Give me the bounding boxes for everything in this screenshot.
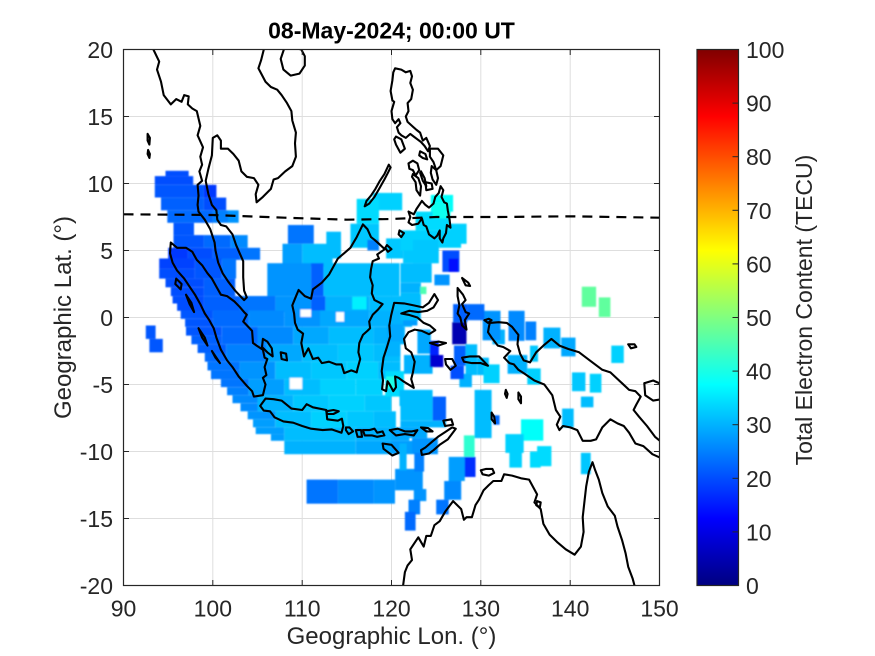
- svg-text:0: 0: [746, 573, 759, 599]
- svg-text:15: 15: [87, 104, 113, 130]
- svg-text:100: 100: [194, 596, 232, 622]
- svg-text:40: 40: [746, 359, 772, 385]
- svg-text:140: 140: [551, 596, 589, 622]
- svg-text:110: 110: [284, 596, 321, 622]
- svg-text:60: 60: [746, 251, 772, 277]
- svg-text:-20: -20: [80, 573, 113, 599]
- svg-text:150: 150: [640, 596, 678, 622]
- svg-text:30: 30: [746, 412, 772, 438]
- svg-text:80: 80: [746, 144, 772, 170]
- svg-text:-15: -15: [80, 506, 113, 532]
- svg-text:90: 90: [746, 91, 772, 117]
- svg-text:0: 0: [100, 305, 113, 331]
- svg-text:20: 20: [746, 466, 772, 492]
- svg-text:120: 120: [372, 596, 410, 622]
- svg-text:70: 70: [746, 198, 772, 224]
- svg-text:90: 90: [111, 596, 137, 622]
- svg-text:10: 10: [746, 519, 772, 545]
- svg-text:08-May-2024; 00:00 UT: 08-May-2024; 00:00 UT: [268, 18, 515, 44]
- svg-text:Total Electron Content (TECU): Total Electron Content (TECU): [791, 155, 817, 466]
- svg-text:100: 100: [746, 37, 784, 63]
- svg-text:130: 130: [462, 596, 500, 622]
- svg-text:50: 50: [746, 305, 772, 331]
- svg-text:-10: -10: [80, 439, 113, 465]
- svg-text:5: 5: [100, 238, 113, 264]
- svg-text:-5: -5: [93, 372, 113, 398]
- svg-text:Geographic Lon. (°): Geographic Lon. (°): [287, 623, 497, 650]
- svg-text:20: 20: [87, 37, 113, 63]
- svg-text:Geographic Lat. (°): Geographic Lat. (°): [50, 216, 77, 419]
- svg-text:10: 10: [87, 171, 113, 197]
